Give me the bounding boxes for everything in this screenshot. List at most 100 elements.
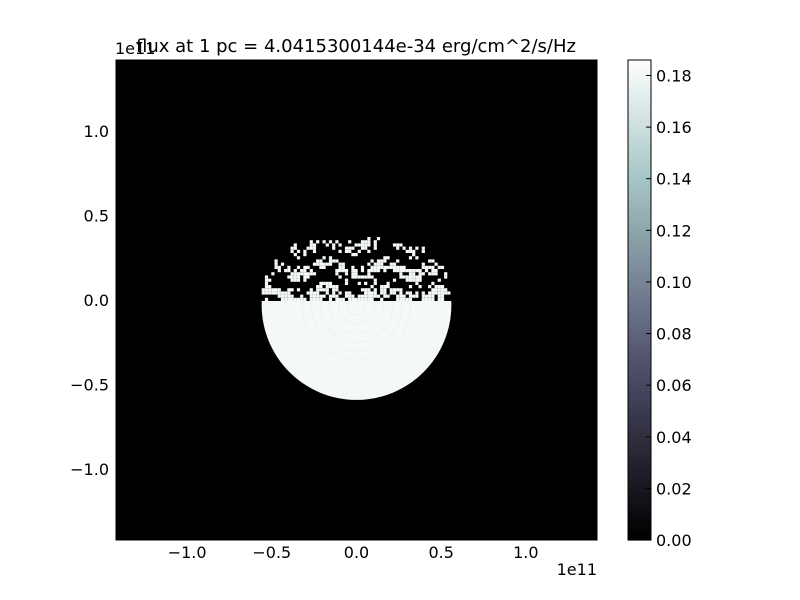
colorbar-segment <box>628 520 651 525</box>
colorbar-segment <box>628 208 651 213</box>
colorbar-segment <box>628 104 651 109</box>
colorbar-segment <box>628 452 651 457</box>
colorbar-segment <box>628 220 651 225</box>
colorbar-segment <box>628 400 651 405</box>
colorbar-segment <box>628 380 651 385</box>
colorbar-segment <box>628 232 651 237</box>
colorbar-segment <box>628 200 651 205</box>
x-tick-label: −1.0 <box>168 543 207 562</box>
colorbar-segment <box>628 304 651 309</box>
colorbar-segment <box>628 328 651 333</box>
colorbar-segment <box>628 296 651 301</box>
colorbar-segment <box>628 240 651 245</box>
colorbar-segment <box>628 316 651 321</box>
colorbar-segment <box>628 192 651 197</box>
colorbar-segment <box>628 64 651 69</box>
colorbar-segment <box>628 300 651 305</box>
colorbar-segment <box>628 392 651 397</box>
colorbar-segment <box>628 68 651 73</box>
colorbar-segment <box>628 212 651 217</box>
colorbar-frame <box>627 59 652 541</box>
colorbar-segment <box>628 440 651 445</box>
disk-upper-speckle <box>261 237 451 301</box>
colorbar-segment <box>628 320 651 325</box>
colorbar-segment <box>628 444 651 449</box>
colorbar-segment <box>628 84 651 89</box>
colorbar-segment <box>628 488 651 493</box>
colorbar-segment <box>628 136 651 141</box>
colorbar-tick-label: 0.14 <box>656 170 692 189</box>
colorbar-segment <box>628 256 651 261</box>
colorbar-segment <box>628 164 651 169</box>
colorbar-segment <box>628 72 651 77</box>
y-tick-label: −0.5 <box>70 376 109 395</box>
colorbar-segment <box>628 536 651 541</box>
y-tick-label: 1.0 <box>84 122 109 141</box>
colorbar-tick-label: 0.02 <box>656 479 692 498</box>
colorbar-segment <box>628 428 651 433</box>
colorbar-segment <box>628 92 651 97</box>
colorbar-segment <box>628 180 651 185</box>
colorbar-segment <box>628 348 651 353</box>
colorbar-segment <box>628 216 651 221</box>
x-tick-label: 1.0 <box>513 543 538 562</box>
x-tick-label: −0.5 <box>252 543 291 562</box>
colorbar-segment <box>628 148 651 153</box>
colorbar-segment <box>628 268 651 273</box>
colorbar-segment <box>628 384 651 389</box>
colorbar-segment <box>628 508 651 513</box>
colorbar-segment <box>628 504 651 509</box>
colorbar-segment <box>628 448 651 453</box>
colorbar-segment <box>628 360 651 365</box>
colorbar-tick-label: 0.06 <box>656 376 692 395</box>
colorbar-segment <box>628 264 651 269</box>
colorbar-segment <box>628 336 651 341</box>
colorbar-segment <box>628 156 651 161</box>
colorbar-tick-label: 0.12 <box>656 221 692 240</box>
colorbar-segment <box>628 456 651 461</box>
y-tick-label: −1.0 <box>70 460 109 479</box>
plot-area <box>115 59 598 541</box>
colorbar: 0.00 0.02 0.04 0.06 0.08 0.10 0.12 0.14 0.16 0.18 <box>627 59 692 550</box>
colorbar-segment <box>628 116 651 121</box>
colorbar-segment <box>628 340 651 345</box>
colorbar-tick-label: 0.16 <box>656 118 692 137</box>
colorbar-segment <box>628 280 651 285</box>
x-tick-label: 0.0 <box>344 543 369 562</box>
colorbar-segment <box>628 372 651 377</box>
colorbar-segment <box>628 108 651 113</box>
colorbar-segment <box>628 88 651 93</box>
colorbar-segment <box>628 252 651 257</box>
colorbar-segment <box>628 472 651 477</box>
chart-title: flux at 1 pc = 4.0415300144e-34 erg/cm^2… <box>136 36 576 57</box>
colorbar-segment <box>628 420 651 425</box>
colorbar-segment <box>628 356 651 361</box>
colorbar-segment <box>628 260 651 265</box>
colorbar-segment <box>628 292 651 297</box>
colorbar-segment <box>628 244 651 249</box>
colorbar-segment <box>628 496 651 501</box>
colorbar-segment <box>628 332 651 337</box>
colorbar-segment <box>628 352 651 357</box>
colorbar-segment <box>628 224 651 229</box>
colorbar-segment <box>628 416 651 421</box>
colorbar-segment <box>628 464 651 469</box>
colorbar-segment <box>628 196 651 201</box>
colorbar-segment <box>628 368 651 373</box>
colorbar-segment <box>628 468 651 473</box>
colorbar-segment <box>628 408 651 413</box>
colorbar-segment <box>628 140 651 145</box>
colorbar-segment <box>628 236 651 241</box>
disk-lower-half <box>261 301 452 400</box>
colorbar-segment <box>628 284 651 289</box>
colorbar-segment <box>628 160 651 165</box>
colorbar-segment <box>628 128 651 133</box>
colorbar-tick-label: 0.08 <box>656 325 692 344</box>
x-offset-label: 1e11 <box>557 560 597 579</box>
y-offset-label: 1e11 <box>115 39 155 58</box>
colorbar-segment <box>628 248 651 253</box>
colorbar-segment <box>628 96 651 101</box>
colorbar-segment <box>628 276 651 281</box>
colorbar-segment <box>628 204 651 209</box>
